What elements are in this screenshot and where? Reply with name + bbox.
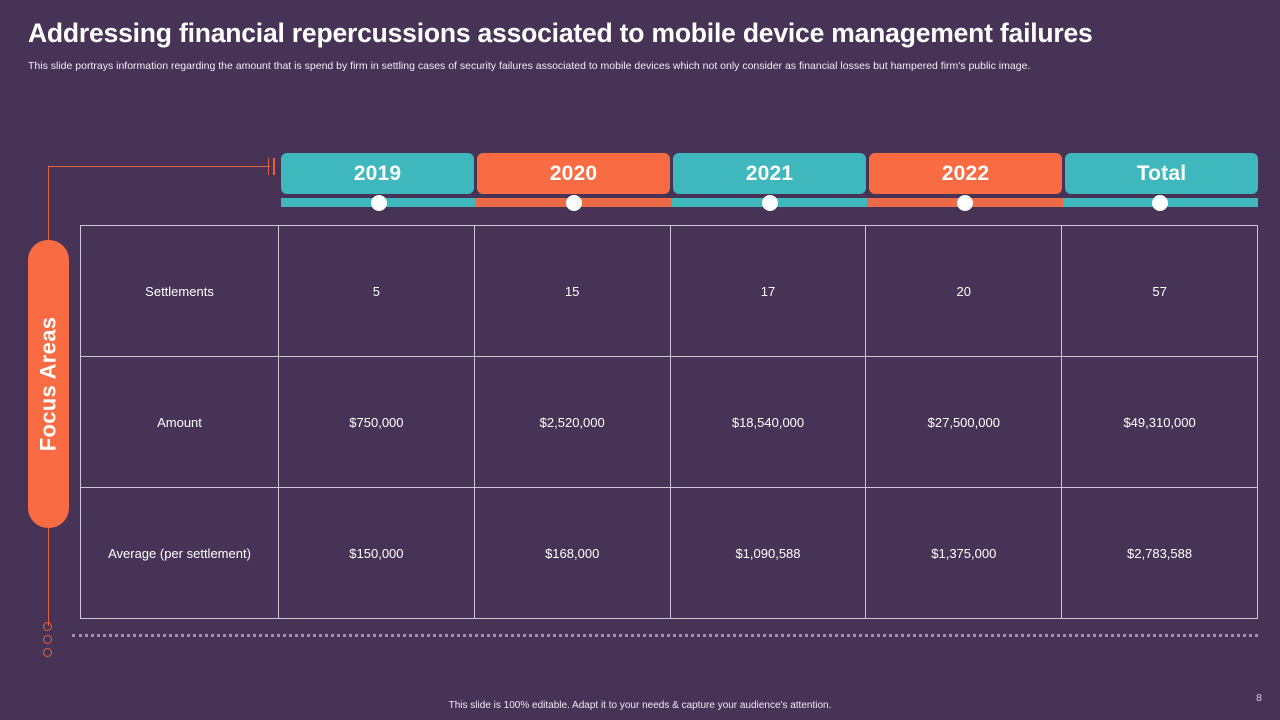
connector-tick-icon — [268, 158, 269, 175]
cell-amount-2020: $2,520,000 — [473, 356, 671, 488]
cell-average-total: $2,783,588 — [1061, 487, 1258, 619]
tab-total[interactable]: Total — [1065, 153, 1258, 194]
cell-amount-2021: $18,540,000 — [669, 356, 867, 488]
timeline-node-icon — [566, 194, 583, 211]
cell-average-2019: $150,000 — [278, 487, 475, 619]
timeline-segment-2020 — [476, 194, 672, 211]
tab-2020-label: 2020 — [549, 161, 598, 185]
decorative-circle-icon — [43, 648, 52, 657]
table-row: Average (per settlement) $150,000 $168,0… — [80, 487, 1258, 619]
timeline-node-icon — [956, 194, 973, 211]
tab-total-label: Total — [1136, 161, 1187, 185]
row-label-amount: Amount — [80, 356, 279, 488]
cell-average-2020: $168,000 — [473, 487, 671, 619]
cell-settlements-total: 57 — [1061, 225, 1258, 357]
connector-tick-secondary-icon — [273, 158, 275, 175]
timeline-segment-2019 — [281, 194, 477, 211]
page-number: 8 — [1256, 692, 1262, 704]
tab-2019-label: 2019 — [353, 161, 402, 185]
tab-2020[interactable]: 2020 — [477, 153, 670, 194]
cell-average-2021: $1,090,588 — [669, 487, 867, 619]
focus-areas-table: Settlements 5 15 17 20 57 Amount $750,00… — [80, 225, 1258, 619]
timeline-node-icon — [761, 194, 778, 211]
cell-settlements-2021: 17 — [669, 225, 867, 357]
row-label-settlements: Settlements — [80, 225, 279, 357]
cell-settlements-2022: 20 — [865, 225, 1063, 357]
timeline-bar — [281, 194, 1259, 211]
focus-areas-label-text: Focus Areas — [35, 316, 61, 452]
page-title: Addressing financial repercussions assoc… — [28, 18, 1093, 48]
slide-header: Addressing financial repercussions assoc… — [28, 18, 1152, 75]
cell-amount-total: $49,310,000 — [1061, 356, 1258, 488]
table-row: Amount $750,000 $2,520,000 $18,540,000 $… — [80, 356, 1258, 488]
year-tabs: 2019 2020 2021 2022 Total — [281, 153, 1258, 194]
timeline-node-icon — [1152, 194, 1169, 211]
cell-amount-2019: $750,000 — [278, 356, 475, 488]
timeline-segment-2022 — [867, 194, 1063, 211]
tab-2021[interactable]: 2021 — [673, 153, 866, 194]
tab-2022-label: 2022 — [941, 161, 990, 185]
decorative-circle-icon — [43, 622, 52, 631]
slide-subtitle: This slide portrays information regardin… — [28, 60, 1031, 73]
timeline-segment-total — [1062, 194, 1259, 211]
cell-amount-2022: $27,500,000 — [865, 356, 1063, 488]
focus-areas-label-pill: Focus Areas — [28, 240, 69, 528]
tab-2021-label: 2021 — [745, 161, 794, 185]
cell-settlements-2020: 15 — [473, 225, 671, 357]
bottom-divider — [72, 634, 1258, 637]
footer-note: This slide is 100% editable. Adapt it to… — [448, 700, 832, 711]
tab-2022[interactable]: 2022 — [869, 153, 1062, 194]
decorative-circle-icon — [43, 635, 52, 644]
timeline-segment-2021 — [671, 194, 868, 211]
cell-average-2022: $1,375,000 — [865, 487, 1063, 619]
cell-settlements-2019: 5 — [278, 225, 475, 357]
row-label-average: Average (per settlement) — [80, 487, 279, 619]
timeline-node-icon — [370, 194, 387, 211]
table-row: Settlements 5 15 17 20 57 — [80, 225, 1258, 357]
connector-line-horizontal — [48, 166, 270, 167]
tab-2019[interactable]: 2019 — [281, 153, 474, 194]
